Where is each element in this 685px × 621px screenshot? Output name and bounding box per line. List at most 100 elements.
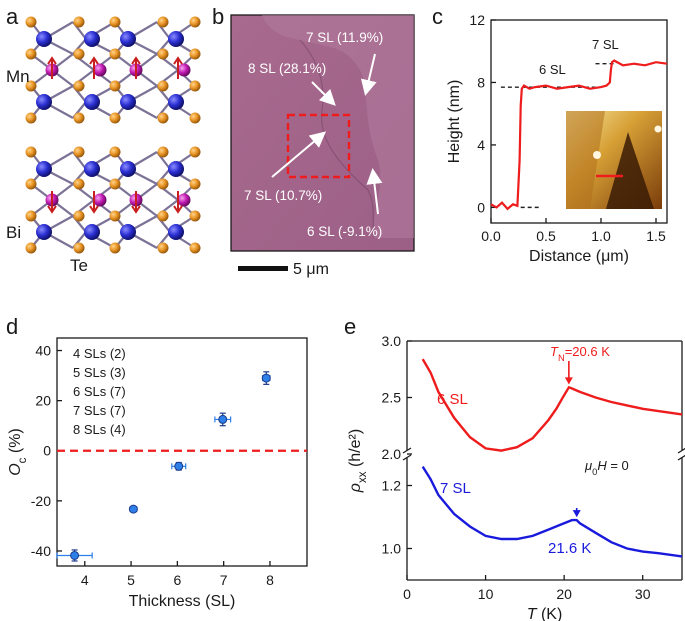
te-atom xyxy=(73,242,85,254)
afm-inset xyxy=(566,111,662,209)
panel-label-b: b xyxy=(212,4,224,29)
data-point xyxy=(70,550,80,560)
te-atom xyxy=(25,112,37,124)
flake-edge xyxy=(299,39,375,239)
data-point xyxy=(261,373,271,383)
panel-label-e: e xyxy=(344,314,356,339)
te-atom xyxy=(157,178,169,190)
te-atom xyxy=(189,210,201,222)
te-atom xyxy=(157,146,169,158)
x-axis-label: Distance (μm) xyxy=(529,248,629,265)
transition-label-7sl: 21.6 K xyxy=(548,540,591,557)
flake-region-7sl xyxy=(262,15,414,238)
te-atom xyxy=(157,48,169,60)
te-atom xyxy=(109,48,121,60)
panel-e: e 0 10 20 30 3.0 2.5 2.0 1.2 1.0 T (K) ρxx (h/e²) 6… xyxy=(344,314,685,621)
te-atom xyxy=(109,146,121,158)
spin-arrow-head xyxy=(47,56,57,65)
bi-atom xyxy=(84,94,100,110)
annotation-7sl: 7 SL xyxy=(592,37,619,52)
panel-a: a Mn Bi Te xyxy=(6,4,201,275)
te-atom xyxy=(109,242,121,254)
y-axis-label: ρxx (h/e²) xyxy=(347,429,369,493)
spin-arrow-head xyxy=(131,56,141,65)
te-atom xyxy=(189,80,201,92)
y-axis-label: Height (nm) xyxy=(446,80,463,164)
arrow-6sl xyxy=(366,168,383,215)
te-atom xyxy=(157,210,169,222)
te-atom xyxy=(157,16,169,28)
y-tick-label: -20 xyxy=(31,493,51,509)
data-point xyxy=(174,461,184,471)
annotation-8sl: 8 SL (28.1%) xyxy=(248,61,326,76)
te-atom xyxy=(73,178,85,190)
x-tick-label: 0.0 xyxy=(481,228,501,244)
bi-atom xyxy=(168,94,184,110)
legend-entry: 6 SLs (7) xyxy=(73,384,126,399)
label-mn: Mn xyxy=(6,67,30,86)
te-atom xyxy=(189,16,201,28)
bi-atom xyxy=(84,31,100,47)
y-tick-label: 20 xyxy=(35,393,51,409)
y-tick-label: -40 xyxy=(31,543,51,559)
te-atom xyxy=(189,242,201,254)
data-point xyxy=(128,504,138,514)
y-tick-label: 0 xyxy=(43,443,51,459)
arrow-8sl xyxy=(311,81,336,106)
legend-entry: 5 SLs (3) xyxy=(73,365,126,380)
x-tick-label: 5 xyxy=(127,572,135,588)
y-tick-label: 8 xyxy=(477,74,485,90)
te-atom xyxy=(109,178,121,190)
te-atom xyxy=(73,112,85,124)
spin-arrow-head xyxy=(47,205,57,214)
plot-frame xyxy=(490,19,668,224)
bi-atom xyxy=(36,31,52,47)
data-point xyxy=(218,414,228,424)
y-tick-label: 40 xyxy=(35,343,51,359)
te-atom xyxy=(157,242,169,254)
te-atom xyxy=(25,242,37,254)
tn-annotation: TN=20.6 K xyxy=(550,344,610,363)
x-tick-label: 8 xyxy=(266,572,274,588)
spin-layer xyxy=(47,56,183,214)
annotation-6sl: 6 SL xyxy=(539,62,566,77)
oc-vs-thickness-chart: 4 5 6 7 8 40 20 0 -20 -40 Thickness (SL) Oc (%) 4 SL… xyxy=(7,337,308,610)
bi-atom xyxy=(120,94,136,110)
te-atom xyxy=(157,112,169,124)
panel-d: d 4 5 6 7 8 40 20 0 -20 -40 Thickness (SL) Oc (%) 4 … xyxy=(6,314,308,610)
te-atom xyxy=(73,16,85,28)
height-profile-line xyxy=(490,59,668,211)
scale-bar xyxy=(238,266,288,271)
te-atom xyxy=(25,16,37,28)
te-atom xyxy=(109,210,121,222)
mn-atom xyxy=(93,63,107,77)
afm-dark-region xyxy=(566,111,605,209)
y-tick-label: 2.5 xyxy=(382,390,402,406)
te-atom xyxy=(109,80,121,92)
te-atom xyxy=(25,178,37,190)
bi-atom xyxy=(120,161,136,177)
te-atom xyxy=(109,112,121,124)
bi-atom xyxy=(36,94,52,110)
field-annotation: μ0H = 0 xyxy=(584,458,629,477)
x-tick-label: 0 xyxy=(403,586,411,602)
height-profile-chart: 0.0 0.5 1.0 1.5 0 4 8 12 Distance (μm) Height (nm… xyxy=(446,12,668,265)
atom-layer xyxy=(25,16,201,254)
panel-label-a: a xyxy=(6,4,19,29)
te-atom xyxy=(73,80,85,92)
te-atom xyxy=(25,48,37,60)
mn-atom xyxy=(177,63,191,77)
panel-c: c 0.0 0.5 1.0 1.5 0 4 8 12 Distance (μm) Height (… xyxy=(432,4,668,265)
y-tick-label: 12 xyxy=(469,12,485,28)
te-atom xyxy=(25,146,37,158)
annotation-7sl-top: 7 SL (11.9%) xyxy=(306,30,383,45)
mn-atom xyxy=(177,193,191,207)
x-tick-label: 1.5 xyxy=(646,228,666,244)
annotation-6sl: 6 SL (-9.1%) xyxy=(307,224,382,239)
label-7sl: 7 SL xyxy=(440,480,471,497)
afm-particle xyxy=(654,125,662,133)
te-atom xyxy=(73,146,85,158)
label-bi: Bi xyxy=(6,223,21,242)
legend-entry: 4 SLs (2) xyxy=(73,346,126,361)
